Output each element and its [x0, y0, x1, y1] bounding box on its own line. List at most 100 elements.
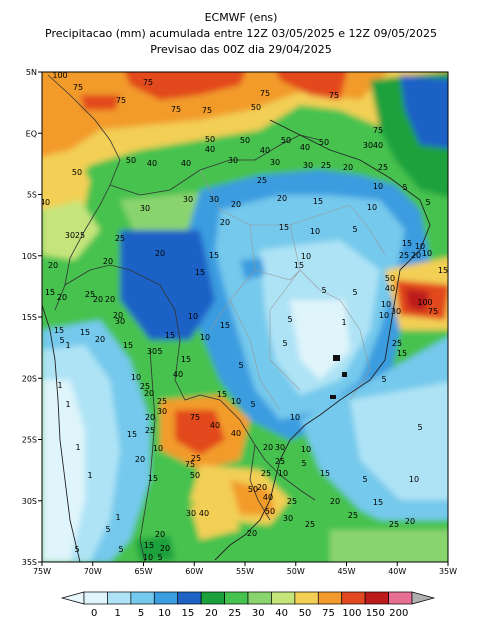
contour-label: 5 [352, 288, 357, 297]
latitude-axis: 5N EQ 5S 10S 15S 20S 25S 30S 35S [22, 68, 42, 567]
contour-label: 50 [240, 136, 250, 145]
contour-label: 25 [305, 520, 315, 529]
contour-label: 75 [73, 83, 83, 92]
contour-label: 25 [399, 251, 409, 260]
contour-label: 50 [319, 138, 329, 147]
contour-label: 50 [385, 274, 395, 283]
contour-label: 40 [210, 421, 220, 430]
chart-title-period: Precipitacao (mm) acumulada entre 12Z 03… [45, 27, 437, 40]
colorbar-tick-label: 10 [158, 608, 171, 619]
contour-label: 15 [373, 498, 383, 507]
contour-label: 25 [348, 511, 358, 520]
contour-label: 25 [75, 231, 85, 240]
contour-label: 30 [157, 407, 167, 416]
contour-label: 30 [209, 195, 219, 204]
contour-label: 20 [103, 257, 113, 266]
contour-label: 20 [105, 295, 115, 304]
contour-label: 25 [85, 290, 95, 299]
contour-label: 1 [341, 318, 346, 327]
colorbar-swatch [388, 591, 413, 605]
colorbar-arrow-high [411, 591, 436, 605]
colorbar-swatch [177, 591, 202, 605]
contour-label: 20 [155, 249, 165, 258]
contour-label: 15 [181, 355, 191, 364]
contour-label: 15 [438, 266, 448, 275]
contour-label: 15 [45, 288, 55, 297]
colorbar-swatch [247, 591, 272, 605]
colorbar-swatch [224, 591, 249, 605]
contour-label: 5 [250, 400, 255, 409]
contour-label: 30 [303, 161, 313, 170]
contour-label: 30 [275, 443, 285, 452]
contour-label: 25 [140, 382, 150, 391]
contour-label: 40 [300, 143, 310, 152]
contour-label: 20 [411, 251, 421, 260]
contour-label: 75 [185, 460, 195, 469]
contour-label: 50 [251, 103, 261, 112]
contour-label: 15 [313, 197, 323, 206]
lat-tick-label: 20S [22, 374, 37, 383]
contour-label: 20 [231, 200, 241, 209]
contour-label: 10 [301, 252, 311, 261]
contour-label: 20 [144, 389, 154, 398]
contour-label: 30 [270, 158, 280, 167]
contour-label: 75 [190, 413, 200, 422]
contour-label: 50 [265, 507, 275, 516]
contour-label: 10 [131, 373, 141, 382]
lat-tick-label: 25S [22, 436, 37, 445]
lon-tick-label: 65W [134, 567, 152, 576]
contour-label: 50 [190, 471, 200, 480]
contour-label: 10 [188, 312, 198, 321]
contour-label: 20 [257, 483, 267, 492]
colorbar-swatch [130, 591, 155, 605]
contour-label: 30 [65, 231, 75, 240]
contour-label: 10 [301, 445, 311, 454]
contour-label: 10 [381, 300, 391, 309]
contour-label: 50 [281, 136, 291, 145]
contour-label: 100 [52, 71, 67, 80]
contour-label: 75 [428, 307, 438, 316]
contour-label: 40 [205, 145, 215, 154]
contour-label: 25 [392, 339, 402, 348]
colorbar-tick-label: 1 [114, 608, 120, 619]
contour-label: 20 [135, 455, 145, 464]
contour-label: 5 [118, 545, 123, 554]
contour-label: 5 [287, 315, 292, 324]
contour-label: 20 [145, 413, 155, 422]
contour-label: 5 [402, 183, 407, 192]
lat-tick-label: 15S [22, 313, 37, 322]
colorbar-swatch [200, 591, 225, 605]
colorbar-tick-label: 100 [342, 608, 361, 619]
contour-label: 5 [362, 475, 367, 484]
contour-label: 20 [405, 517, 415, 526]
colorbar-arrow-low [60, 591, 85, 605]
lon-tick-label: 55W [236, 567, 254, 576]
contour-label: 5 [425, 198, 430, 207]
contour-label: 5 [282, 339, 287, 348]
contour-label: 75 [171, 105, 181, 114]
contour-label: 40 [260, 146, 270, 155]
colorbar-tick-label: 5 [138, 608, 144, 619]
contour-label: 5 [301, 459, 306, 468]
colorbar-swatch [364, 591, 389, 605]
lon-tick-label: 50W [287, 567, 305, 576]
colorbar-swatch [317, 591, 343, 605]
lon-tick-label: 75W [33, 567, 51, 576]
contour-label: 25 [321, 161, 331, 170]
contour-label: 5 [417, 423, 422, 432]
contour-label: 10 [310, 227, 320, 236]
contour-label: 40 [173, 370, 183, 379]
contour-label: 30 [363, 141, 373, 150]
contour-label: 1 [75, 443, 80, 452]
contour-label: 25 [257, 176, 267, 185]
contour-label: 5 [321, 286, 326, 295]
contour-label: 30 [283, 514, 293, 523]
contour-label: 40 [147, 159, 157, 168]
colorbar-tick-label: 20 [205, 608, 218, 619]
contour-label: 5 [105, 525, 110, 534]
country-boundaries [47, 74, 321, 562]
contour-label: 15 [123, 341, 133, 350]
contour-label: 50 [72, 168, 82, 177]
contour-label: 50 [126, 156, 136, 165]
